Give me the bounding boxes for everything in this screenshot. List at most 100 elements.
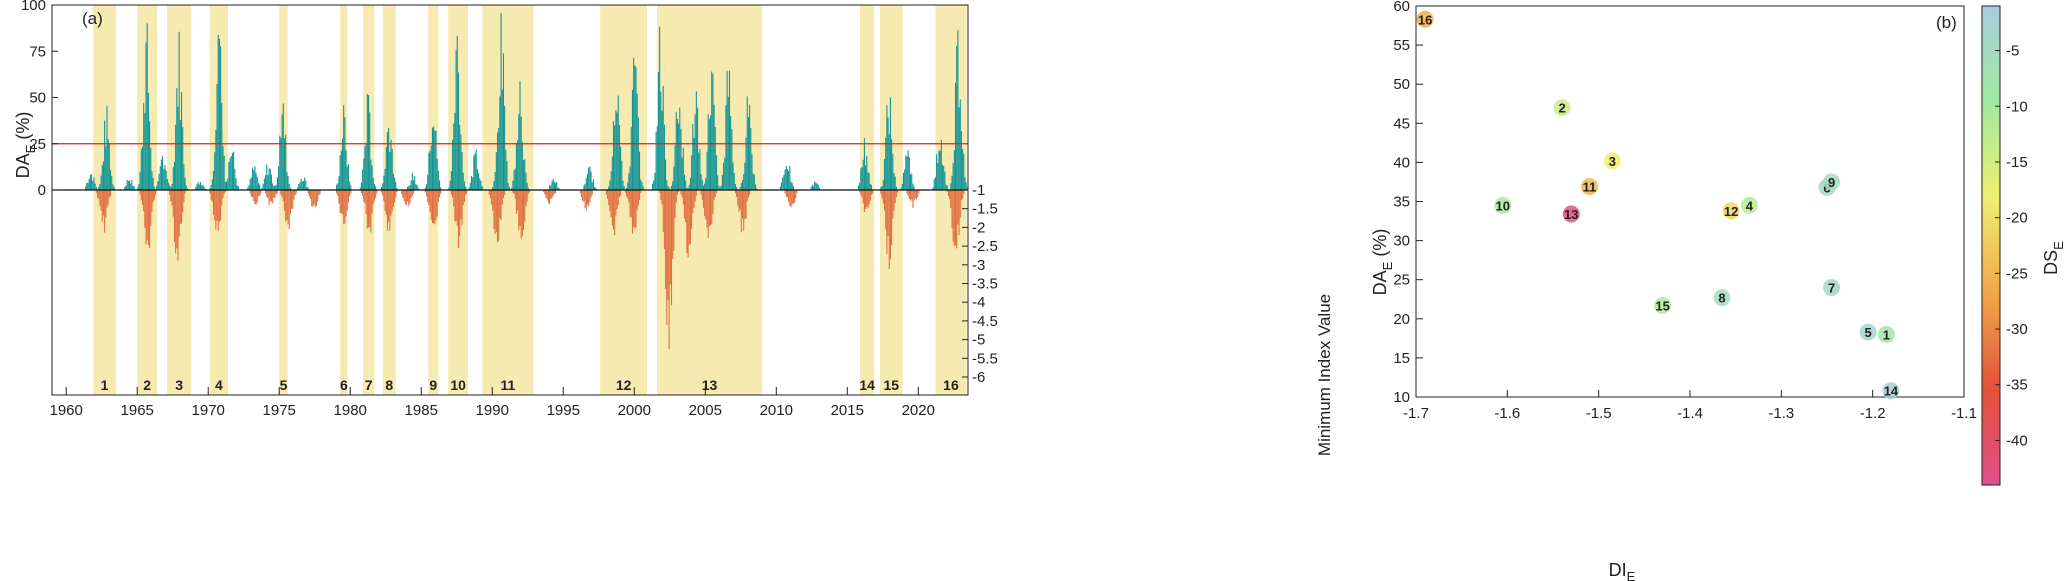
area-bar bbox=[893, 173, 895, 190]
right-tick-label: -2.5 bbox=[972, 238, 998, 255]
index-bar bbox=[252, 190, 254, 198]
index-bar bbox=[463, 190, 465, 202]
scatter-point-label: 2 bbox=[1559, 101, 1566, 116]
area-bar bbox=[883, 159, 886, 190]
index-bar bbox=[947, 190, 949, 197]
area-bar bbox=[250, 177, 252, 190]
area-bar bbox=[346, 166, 348, 190]
index-bar bbox=[427, 190, 429, 203]
index-bar bbox=[450, 190, 452, 195]
area-bar bbox=[609, 180, 611, 190]
index-bar bbox=[949, 190, 951, 200]
area-bar bbox=[146, 23, 148, 190]
area-bar bbox=[588, 167, 590, 190]
area-bar bbox=[707, 114, 709, 190]
area-bar bbox=[470, 176, 473, 190]
index-bar bbox=[954, 190, 957, 246]
area-bar bbox=[726, 70, 728, 190]
area-bar bbox=[371, 165, 373, 190]
index-bar bbox=[411, 190, 413, 197]
area-bar bbox=[209, 188, 211, 190]
index-bar bbox=[146, 190, 148, 241]
index-bar bbox=[612, 190, 615, 230]
index-bar bbox=[141, 190, 144, 205]
area-bar bbox=[956, 45, 958, 191]
colorbar-label: DSE bbox=[2041, 241, 2066, 275]
index-bar bbox=[96, 190, 99, 198]
scatter-point bbox=[1581, 178, 1599, 196]
index-bar bbox=[862, 190, 864, 204]
index-bar bbox=[701, 190, 703, 200]
area-bar bbox=[341, 138, 344, 190]
index-bar bbox=[492, 190, 494, 211]
index-bar bbox=[172, 190, 174, 217]
area-bar bbox=[85, 186, 87, 190]
scatter-y-tick-label: 45 bbox=[1393, 115, 1410, 132]
index-bar bbox=[705, 190, 707, 220]
area-bar bbox=[396, 188, 398, 190]
index-bar bbox=[173, 190, 175, 242]
scatter-y-tick-label: 35 bbox=[1393, 194, 1410, 211]
index-bar bbox=[151, 190, 153, 212]
area-bar bbox=[868, 173, 870, 190]
index-bar bbox=[382, 190, 384, 196]
scatter-x-tick-label: -1.6 bbox=[1494, 405, 1520, 422]
area-bar bbox=[256, 176, 258, 190]
area-bar bbox=[216, 83, 218, 190]
area-bar bbox=[904, 169, 906, 190]
area-bar bbox=[202, 185, 204, 190]
index-bar bbox=[457, 190, 460, 249]
index-bar bbox=[402, 190, 404, 198]
area-bar bbox=[227, 178, 229, 190]
index-bar bbox=[395, 190, 397, 198]
scatter-point-label: 11 bbox=[1583, 180, 1597, 195]
scatter-point bbox=[1740, 196, 1758, 214]
index-bar bbox=[280, 190, 282, 195]
area-bar bbox=[448, 187, 450, 190]
area-bar bbox=[178, 31, 180, 190]
area-bar bbox=[339, 155, 341, 190]
area-bar bbox=[673, 166, 675, 190]
area-bar bbox=[732, 162, 734, 190]
index-bar bbox=[551, 190, 553, 199]
area-bar bbox=[635, 67, 637, 190]
index-bar bbox=[790, 190, 792, 208]
index-bar bbox=[312, 190, 314, 207]
area-bar bbox=[457, 72, 460, 190]
area-bar bbox=[305, 180, 307, 190]
index-bar bbox=[294, 190, 296, 196]
area-bar bbox=[779, 186, 781, 190]
index-bar bbox=[881, 190, 883, 199]
area-bar bbox=[706, 151, 708, 190]
index-bar bbox=[584, 190, 586, 208]
area-bar bbox=[515, 143, 518, 190]
index-bar bbox=[744, 190, 746, 220]
area-bar bbox=[693, 137, 695, 190]
index-bar bbox=[341, 190, 344, 215]
index-bar bbox=[590, 190, 592, 198]
index-bar bbox=[307, 190, 309, 194]
scatter-x-ticks: -1.7 -1.6 -1.5 -1.4 -1.3 -1.2 -1.1 bbox=[1403, 390, 1977, 422]
area-bar bbox=[612, 121, 615, 190]
area-bar bbox=[133, 186, 135, 190]
index-bar bbox=[518, 190, 520, 231]
area-bar bbox=[172, 167, 174, 190]
right-tick-label: -4 bbox=[972, 294, 985, 311]
area-bar bbox=[933, 179, 935, 190]
area-bar bbox=[623, 185, 625, 190]
area-bar bbox=[788, 170, 790, 190]
area-bar bbox=[670, 185, 673, 190]
area-bar bbox=[162, 156, 164, 190]
index-bar bbox=[888, 190, 890, 270]
scatter-point-label: 4 bbox=[1746, 198, 1754, 213]
area-bar bbox=[212, 171, 215, 190]
period-label: 2 bbox=[143, 377, 151, 393]
index-bar bbox=[894, 190, 896, 203]
index-bar bbox=[688, 190, 690, 245]
area-bar bbox=[473, 155, 475, 190]
right-axis-label: Minimum Index Value bbox=[1315, 294, 1334, 456]
area-bar bbox=[685, 180, 687, 190]
colorbar-tick-label: -15 bbox=[2006, 154, 2028, 171]
area-bar bbox=[171, 183, 173, 190]
index-bar bbox=[514, 190, 516, 199]
